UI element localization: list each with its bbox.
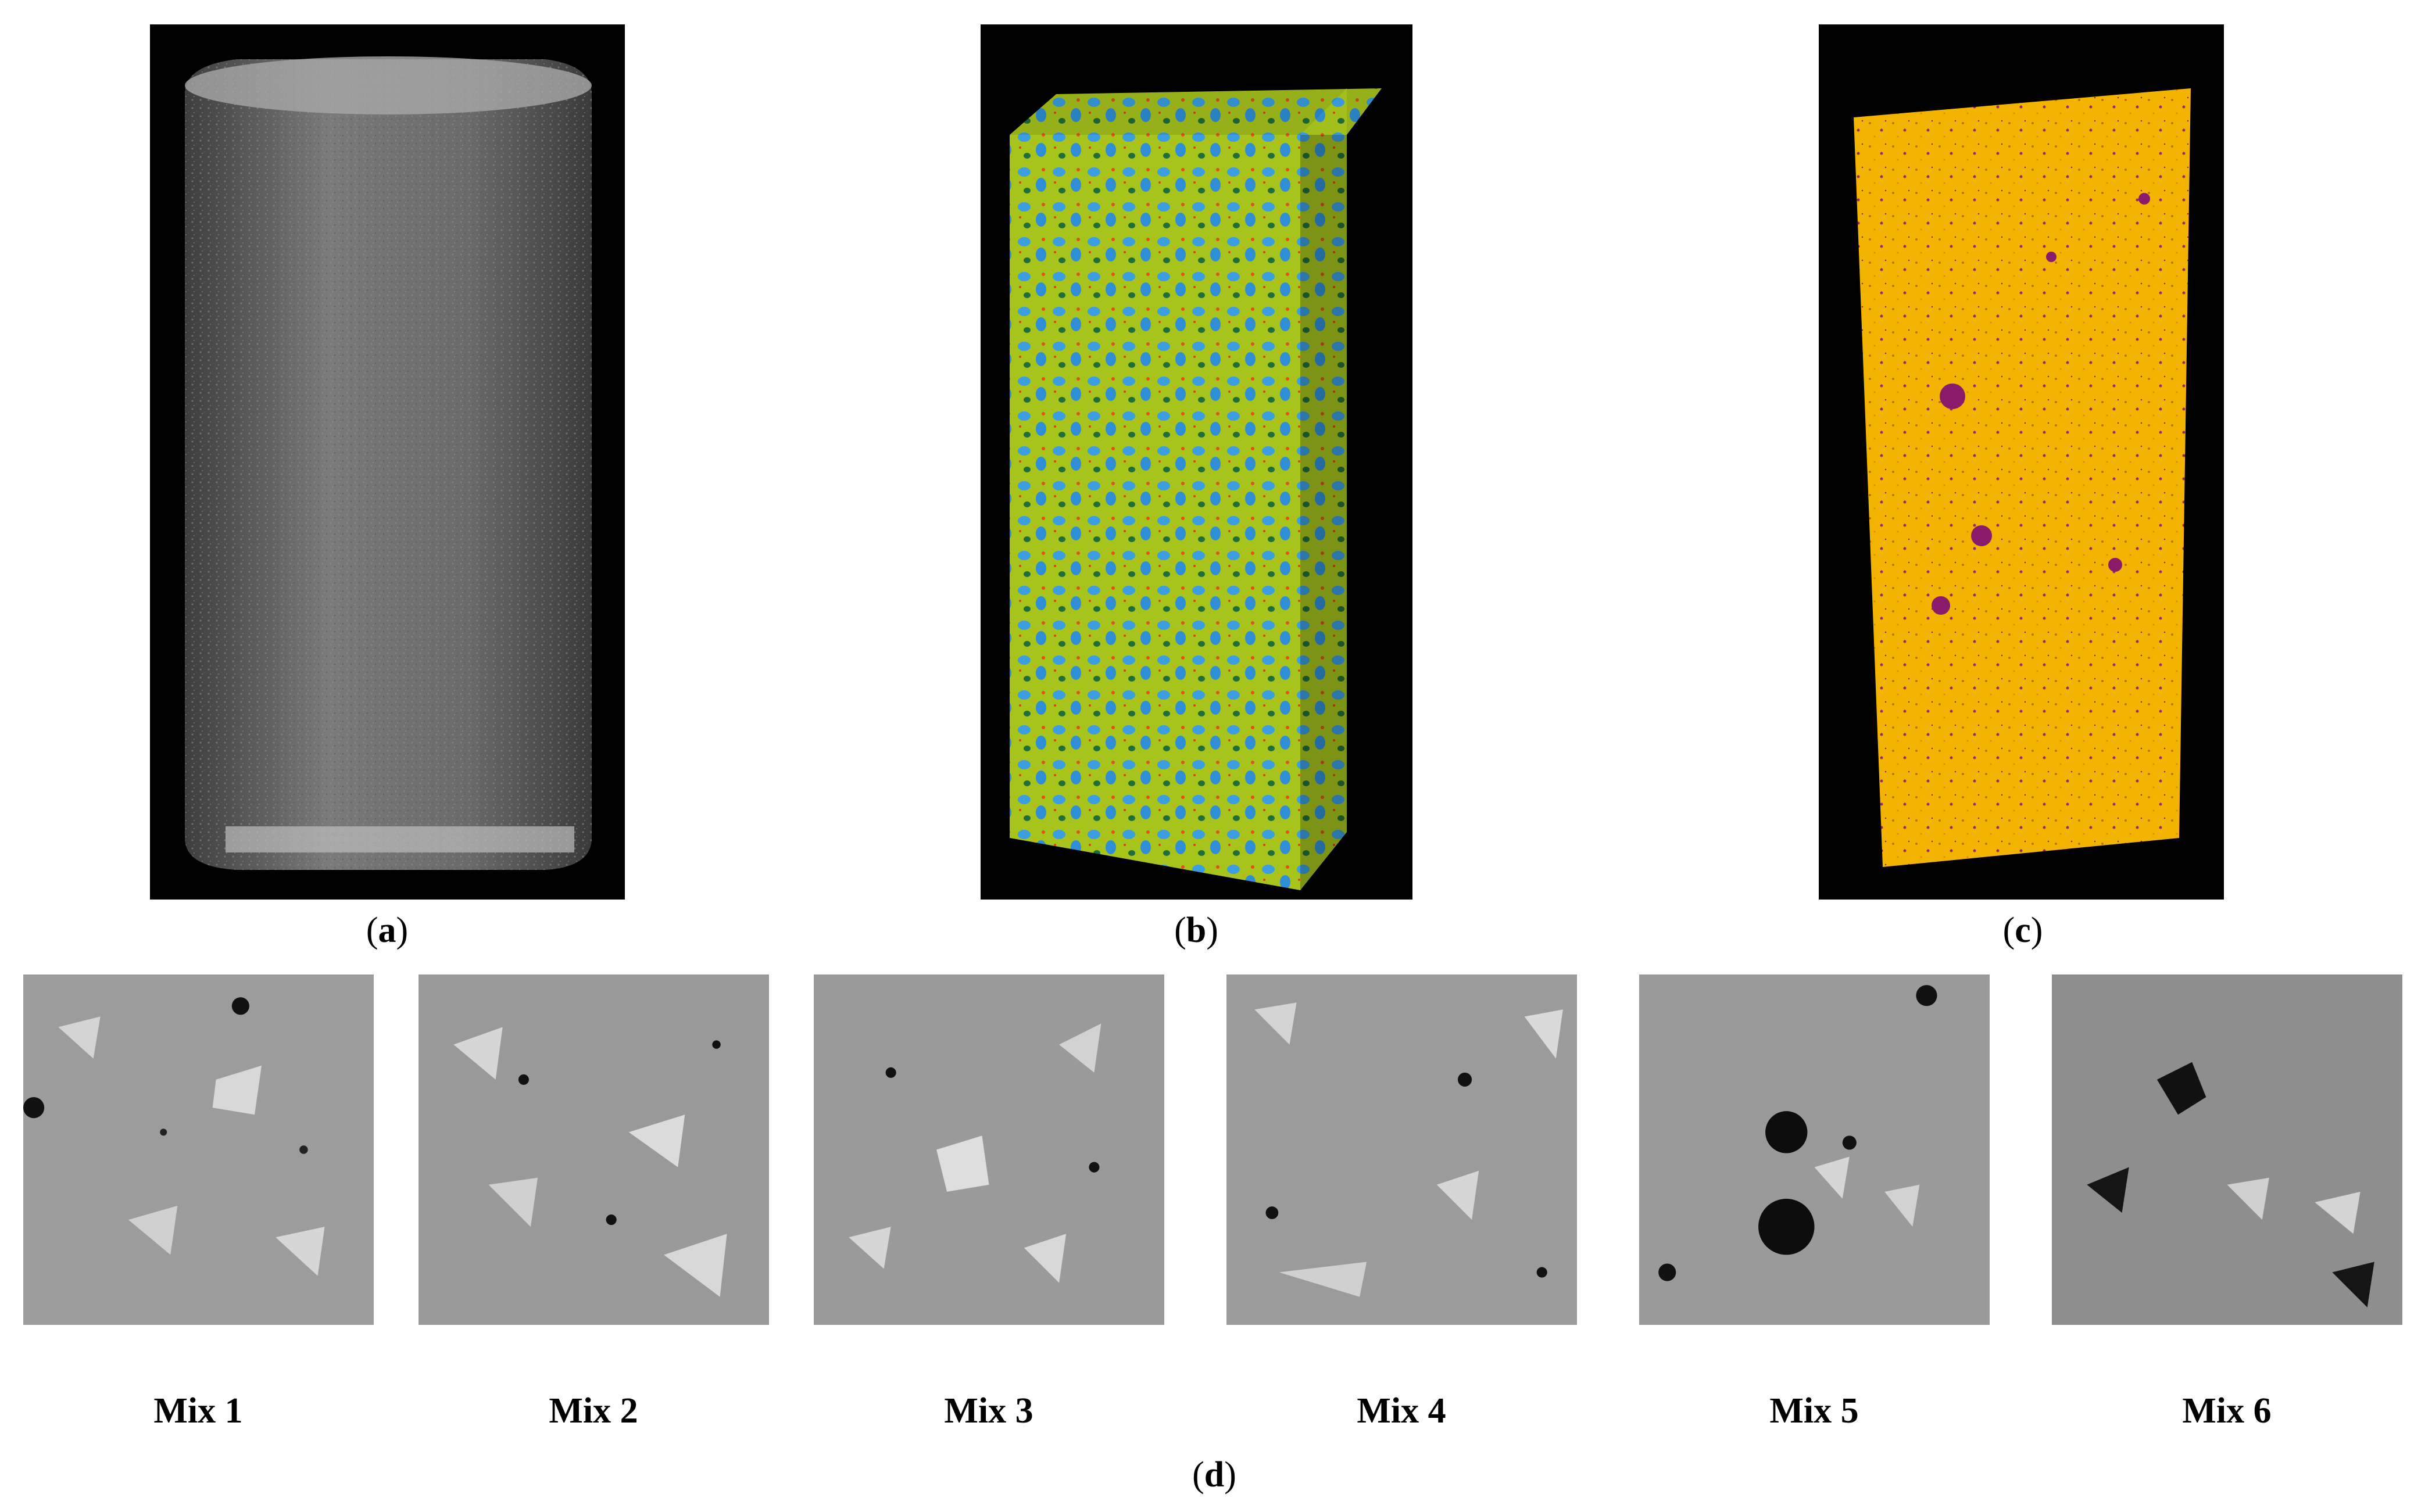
mix-4-label: Mix 4 — [1357, 1391, 1446, 1431]
panel-c-caption: (c) — [2002, 911, 2043, 950]
mix-5-slice-image — [1639, 974, 1990, 1325]
panel-b-caption: (b) — [1174, 911, 1218, 950]
mix-6-slice-image — [2052, 974, 2402, 1325]
mix-3-slice-image — [814, 974, 1164, 1325]
panel-c-pore-volume-image — [1819, 24, 2224, 900]
mix-6-label: Mix 6 — [2182, 1391, 2272, 1431]
mix-5-label: Mix 5 — [1769, 1391, 1859, 1431]
mix-3-label: Mix 3 — [944, 1391, 1033, 1431]
panel-d-caption: (d) — [1192, 1455, 1236, 1495]
mix-4-slice-image — [1226, 974, 1577, 1325]
mix-1-label: Mix 1 — [153, 1391, 243, 1431]
panel-a-caption: (a) — [366, 911, 409, 950]
panel-a-cylinder-image — [150, 24, 625, 900]
mix-1-slice-image — [23, 974, 374, 1325]
mix-2-label: Mix 2 — [549, 1391, 638, 1431]
mix-2-slice-image — [419, 974, 769, 1325]
panel-b-prism-image — [981, 24, 1412, 900]
